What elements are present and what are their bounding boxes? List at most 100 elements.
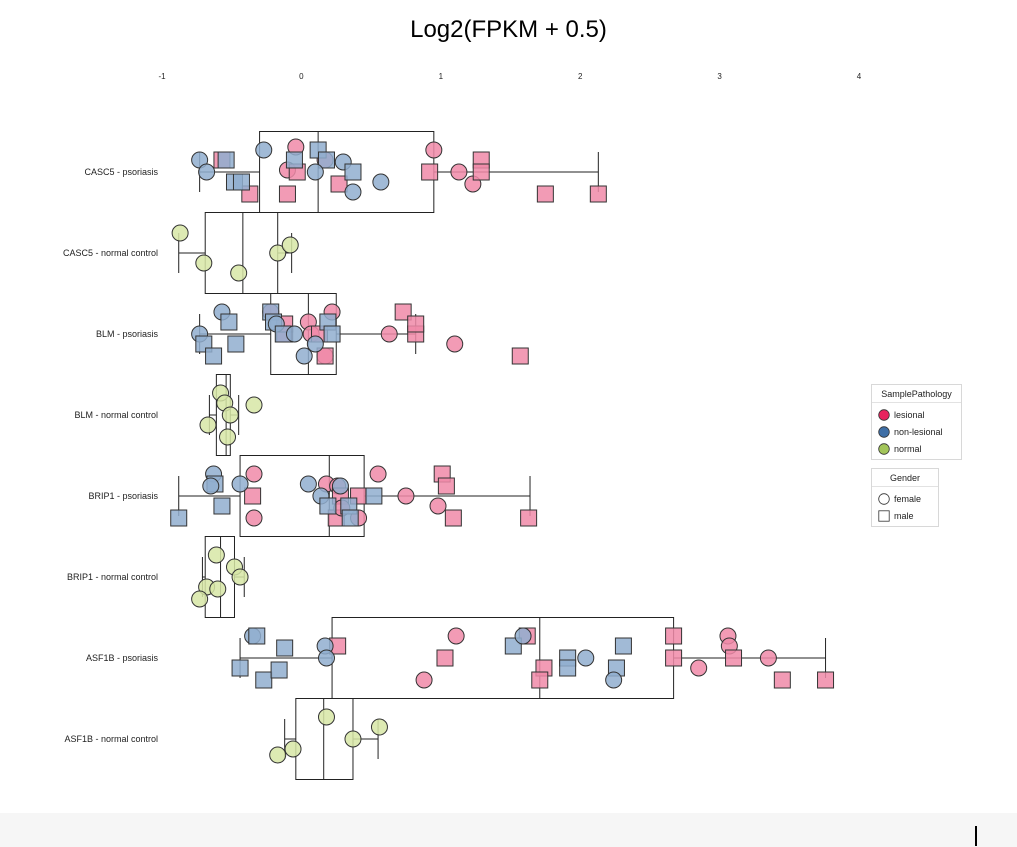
data-point-normal-female	[269, 244, 287, 262]
data-point-lesional-male	[817, 671, 835, 689]
data-point-non-lesional-female	[317, 649, 335, 667]
data-points	[170, 138, 835, 764]
data-point-normal-female	[209, 580, 227, 598]
data-point-lesional-male	[244, 487, 262, 505]
x-tick-label-top: -1	[158, 72, 166, 81]
x-tick-label-top: 1	[439, 72, 444, 81]
data-point-lesional-male	[316, 347, 334, 365]
data-point-normal-female	[171, 224, 189, 242]
chart-title: Log2(FPKM + 0.5)	[410, 16, 607, 43]
data-point-lesional-female	[447, 627, 465, 645]
legend-item-male: male	[872, 507, 938, 524]
data-point-lesional-male	[394, 303, 412, 321]
data-point-lesional-male	[278, 185, 296, 203]
data-point-non-lesional-female	[255, 141, 273, 159]
data-point-lesional-male	[536, 185, 554, 203]
legend-title-gender: Gender	[872, 469, 938, 487]
data-point-non-lesional-male	[213, 497, 231, 515]
data-point-normal-female	[219, 428, 237, 446]
legend-gender: Gender female male	[871, 468, 939, 527]
data-point-lesional-female	[425, 141, 443, 159]
data-point-lesional-male	[472, 163, 490, 181]
category-label: CASC5 - psoriasis	[84, 167, 158, 177]
bottom-strip	[0, 813, 1017, 847]
box-iqr	[204, 212, 279, 294]
data-point-lesional-male	[773, 671, 791, 689]
data-point-non-lesional-male	[341, 509, 359, 527]
legend-swatch-non-lesional	[878, 425, 890, 438]
x-axis-top: -1 0 1 2 3 4	[158, 72, 861, 81]
category-label: ASF1B - normal control	[64, 734, 158, 744]
data-point-lesional-female	[245, 509, 263, 527]
category-label: BLM - normal control	[74, 410, 158, 420]
data-point-non-lesional-female	[285, 325, 303, 343]
data-point-non-lesional-male	[276, 639, 294, 657]
legend-title-pathology: SamplePathology	[872, 385, 961, 403]
data-point-normal-female	[344, 730, 362, 748]
data-point-lesional-male	[531, 671, 549, 689]
data-point-lesional-male	[330, 175, 348, 193]
data-point-normal-female	[245, 396, 263, 414]
data-point-lesional-female	[759, 649, 777, 667]
data-point-normal-female	[230, 264, 248, 282]
legend-label-lesional: lesional	[894, 409, 925, 420]
legend-label-non-lesional: non-lesional	[894, 426, 943, 437]
legend-item-non-lesional: non-lesional	[872, 423, 961, 440]
data-point-non-lesional-female	[605, 671, 623, 689]
data-point-non-lesional-female	[344, 183, 362, 201]
data-point-non-lesional-male	[220, 313, 238, 331]
legend-swatch-male	[878, 509, 890, 522]
data-point-lesional-female	[415, 671, 433, 689]
x-tick-label-top: 2	[578, 72, 583, 81]
data-point-non-lesional-female	[306, 163, 324, 181]
legend-swatch-normal	[878, 442, 890, 455]
data-point-lesional-male	[511, 347, 529, 365]
data-point-lesional-male	[437, 477, 455, 495]
data-point-non-lesional-male	[365, 487, 383, 505]
data-point-normal-female	[221, 406, 239, 424]
data-point-non-lesional-male	[323, 325, 341, 343]
text-cursor	[975, 826, 977, 846]
data-point-non-lesional-male	[248, 627, 266, 645]
data-point-normal-female	[231, 568, 249, 586]
data-point-non-lesional-male	[170, 509, 188, 527]
data-point-normal-female	[195, 254, 213, 272]
category-labels: CASC5 - psoriasis CASC5 - normal control B…	[63, 167, 159, 744]
data-point-lesional-female	[446, 335, 464, 353]
data-point-non-lesional-male	[231, 659, 249, 677]
data-point-normal-female	[207, 546, 225, 564]
data-point-lesional-female	[397, 487, 415, 505]
data-point-lesional-male	[665, 649, 683, 667]
data-point-lesional-male	[421, 163, 439, 181]
x-tick-label-top: 0	[299, 72, 304, 81]
data-point-non-lesional-female	[231, 475, 249, 493]
legend-label-normal: normal	[894, 443, 922, 454]
data-point-lesional-female	[380, 325, 398, 343]
data-point-lesional-female	[690, 659, 708, 677]
data-point-lesional-male	[436, 649, 454, 667]
data-point-non-lesional-female	[331, 477, 349, 495]
data-point-lesional-female	[450, 163, 468, 181]
legend-sample-pathology: SamplePathology lesional non-lesional no…	[871, 384, 962, 460]
data-point-non-lesional-male	[559, 659, 577, 677]
data-point-non-lesional-male	[227, 335, 245, 353]
legend-item-lesional: lesional	[872, 406, 961, 423]
x-tick-label-top: 3	[717, 72, 722, 81]
data-point-non-lesional-male	[205, 347, 223, 365]
data-point-non-lesional-female	[202, 477, 220, 495]
x-tick-label-top: 4	[857, 72, 862, 81]
legend-item-female: female	[872, 490, 938, 507]
legend-item-normal: normal	[872, 440, 961, 457]
data-point-lesional-male	[520, 509, 538, 527]
data-point-non-lesional-male	[255, 671, 273, 689]
data-point-lesional-female	[369, 465, 387, 483]
data-point-lesional-male	[444, 509, 462, 527]
legend-swatch-female	[878, 492, 890, 505]
data-point-non-lesional-male	[614, 637, 632, 655]
data-point-normal-female	[191, 590, 209, 608]
data-point-normal-female	[284, 740, 302, 758]
boxplots	[178, 131, 827, 780]
data-point-non-lesional-male	[319, 497, 337, 515]
data-point-non-lesional-female	[299, 475, 317, 493]
